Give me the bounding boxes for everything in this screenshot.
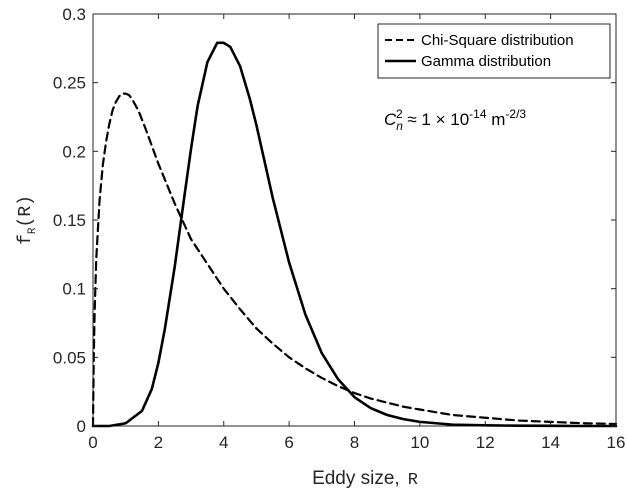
y-axis-label: fR(R)	[16, 195, 39, 245]
legend: Chi-Square distribution Gamma distributi…	[377, 23, 611, 79]
legend-gamma-label: Gamma distribution	[421, 53, 551, 70]
y-axis-label-f: f	[16, 234, 36, 245]
legend-chi-square-label: Chi-Square distribution	[421, 32, 574, 49]
x-tick-label: 12	[476, 433, 495, 452]
x-axis-label: Eddy size, R	[312, 468, 418, 490]
y-tick-label: 0.15	[53, 211, 86, 230]
annot-n: n	[396, 119, 403, 133]
annot-exp1: -14	[469, 107, 487, 121]
x-tick-label: 0	[88, 433, 97, 452]
x-tick-label: 4	[219, 433, 228, 452]
x-tick-label: 10	[410, 433, 429, 452]
x-axis-label-var: R	[408, 471, 418, 490]
annot-c: C	[384, 110, 397, 129]
y-tick-label: 0.25	[53, 74, 86, 93]
svg-text:fR(R): fR(R)	[16, 195, 39, 245]
y-tick-label: 0.3	[62, 5, 86, 24]
y-axis-label-sub: R	[27, 227, 39, 234]
x-tick-label: 14	[541, 433, 560, 452]
gamma-series-line	[91, 41, 618, 428]
y-tick-label: 0.2	[62, 142, 86, 161]
annot-unit: m	[487, 110, 506, 129]
y-tick-label: 0.1	[62, 280, 86, 299]
y-tick-label: 0.05	[53, 348, 86, 367]
series-layer	[91, 41, 618, 428]
x-tick-label: 6	[284, 433, 293, 452]
x-tick-label: 8	[350, 433, 359, 452]
annot-sq: 2	[396, 107, 403, 121]
x-tick-label: 2	[154, 433, 163, 452]
y-tick-label: 0	[77, 417, 86, 436]
x-axis-label-text: Eddy size,	[312, 468, 400, 489]
x-tick-label: 16	[607, 433, 626, 452]
turbulence-annotation: Cn2 ≈ 1 × 10-14 m-2/3	[384, 107, 526, 133]
annot-exp2: -2/3	[505, 107, 526, 121]
ticks-layer: 0 2 4 6 8 10 12 14 16 0 0.05 0.1 0.15 0.2 0.25 0.3	[53, 5, 626, 452]
y-axis-label-arg: (R)	[16, 195, 36, 227]
annot-mid: ≈ 1 × 10	[403, 110, 470, 129]
chi-square-series-line	[91, 92, 618, 428]
legend-box	[377, 23, 611, 79]
